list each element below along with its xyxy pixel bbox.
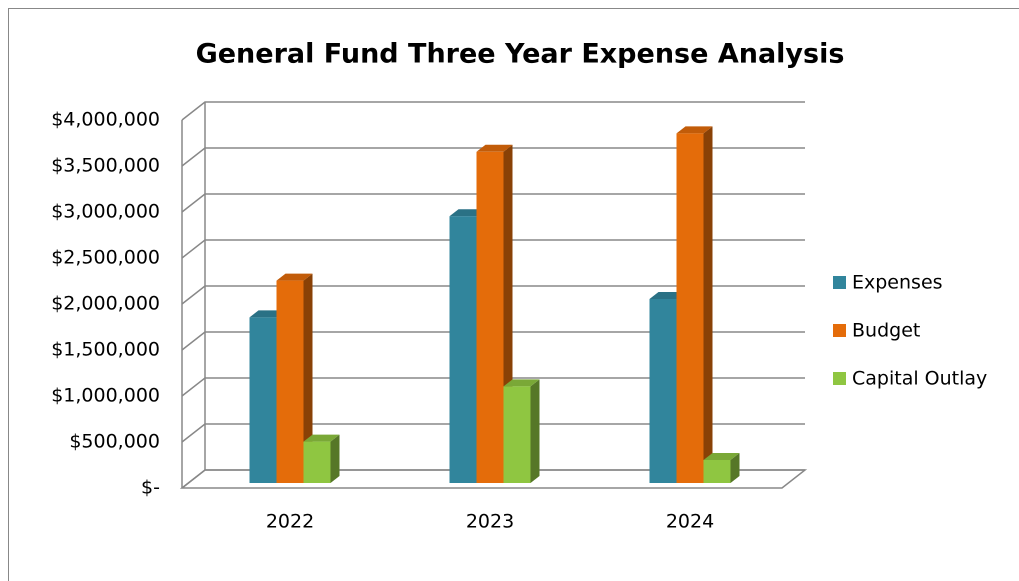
bar xyxy=(649,299,677,483)
bar xyxy=(476,151,504,484)
grid-line xyxy=(181,239,805,259)
legend-swatch xyxy=(833,276,846,289)
legend-label: Budget xyxy=(852,320,920,342)
grid-line xyxy=(181,285,805,305)
y-tick-label: $2,500,000 xyxy=(51,247,160,269)
bar-side xyxy=(730,453,740,483)
legend-swatch xyxy=(833,324,846,337)
bar xyxy=(449,216,477,483)
y-tick-label: $1,500,000 xyxy=(51,339,160,361)
grid-line xyxy=(181,147,805,167)
bar xyxy=(503,386,531,483)
y-tick-label: $500,000 xyxy=(69,431,160,453)
bar xyxy=(249,317,277,483)
bar-top xyxy=(276,273,313,281)
x-tick-label: 2024 xyxy=(666,511,714,533)
bar-side xyxy=(303,273,313,483)
y-tick-label: $- xyxy=(141,477,160,499)
bar-top xyxy=(303,434,340,442)
bar xyxy=(676,133,704,483)
bar xyxy=(303,441,331,483)
legend-swatch xyxy=(833,372,846,385)
bar-top xyxy=(503,379,540,387)
bar-top xyxy=(703,453,740,460)
x-tick-label: 2022 xyxy=(266,511,314,533)
bar-side xyxy=(530,379,540,483)
chart-border xyxy=(8,8,1019,581)
bar-side xyxy=(703,126,713,484)
y-tick-label: $4,000,000 xyxy=(51,109,160,131)
bar-top xyxy=(676,126,713,134)
y-tick-label: $2,000,000 xyxy=(51,293,160,315)
legend-label: Capital Outlay xyxy=(852,368,987,390)
bar-top xyxy=(476,144,513,152)
grid-line xyxy=(181,423,805,443)
x-tick-label: 2023 xyxy=(466,511,514,533)
bar xyxy=(703,460,731,483)
grid-line xyxy=(181,331,805,351)
bar xyxy=(276,280,304,483)
bar-side xyxy=(330,434,340,483)
grid-line xyxy=(181,377,805,397)
chart-title: General Fund Three Year Expense Analysis xyxy=(196,39,845,70)
y-tick-label: $3,000,000 xyxy=(51,201,160,223)
legend-label: Expenses xyxy=(852,272,943,294)
y-tick-label: $1,000,000 xyxy=(51,385,160,407)
y-tick-label: $3,500,000 xyxy=(51,155,160,177)
grid-line xyxy=(181,469,805,489)
grid-line xyxy=(181,101,805,121)
grid-line xyxy=(181,193,805,213)
